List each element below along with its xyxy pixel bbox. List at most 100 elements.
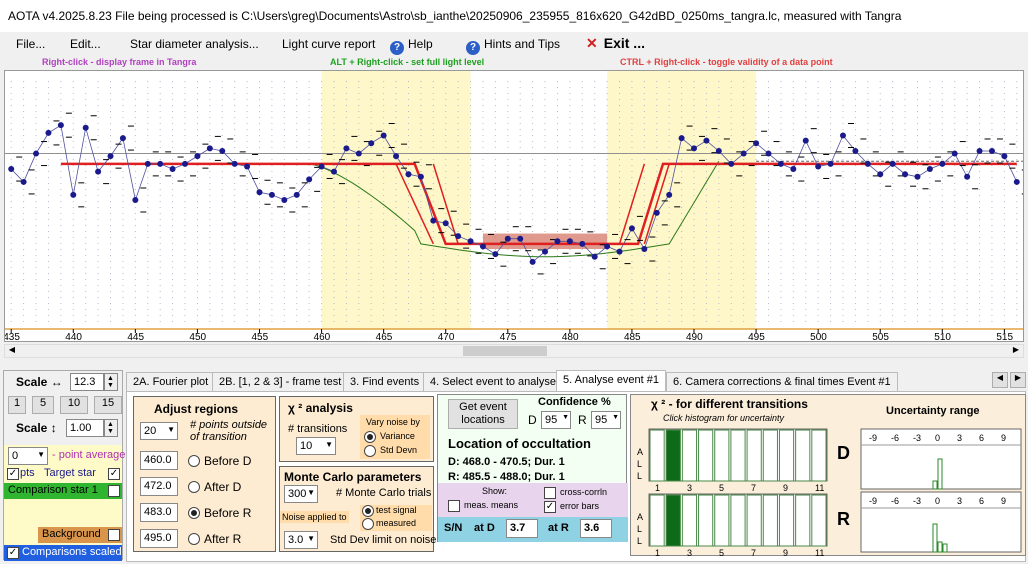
scale-15-button[interactable]: 15 (94, 396, 122, 414)
scroll-left-icon[interactable]: ◀ (8, 345, 16, 354)
after-r-input[interactable]: 495.0 (140, 529, 178, 548)
monte-carlo-trials-select[interactable]: 300 ▼ (284, 485, 318, 503)
d-bar (681, 429, 698, 482)
r-bar (698, 494, 714, 547)
scale-h-spinner[interactable]: ▲ ▼ (104, 373, 118, 391)
data-point (343, 145, 350, 152)
variance-radio[interactable] (364, 431, 376, 443)
pts-checkbox[interactable]: ✓ (7, 468, 19, 480)
menu-exit[interactable]: ✕ Exit ... (586, 35, 645, 52)
sn-at-r-label: at R (548, 522, 569, 534)
points-outside-select[interactable]: 20 ▼ (140, 422, 178, 440)
data-point (691, 145, 698, 152)
tab-scroll-right-icon[interactable]: ▶ (1010, 372, 1026, 388)
plot-scrollbar[interactable]: ◀ ▶ (4, 344, 1024, 358)
scale-v-spinner[interactable]: ▲ ▼ (104, 419, 118, 437)
r-tick: 9 (783, 548, 788, 557)
r-uncertainty-tick: -6 (891, 496, 899, 506)
uncertainty-r-label: R (837, 509, 850, 529)
after-d-radio[interactable] (188, 481, 200, 493)
tab-camera-corrections[interactable]: 6. Camera corrections & final times Even… (666, 372, 898, 392)
sn-label: S/N (444, 522, 463, 534)
background-checkbox[interactable] (108, 529, 120, 541)
data-point (455, 233, 462, 240)
tab-find-events[interactable]: 3. Find events (343, 372, 427, 392)
tab-scroll-left-icon[interactable]: ◀ (992, 372, 1008, 388)
menu-file[interactable]: File... (16, 37, 46, 51)
r-uncertainty-tick: 0 (935, 496, 940, 506)
monte-carlo-title: Monte Carlo parameters (284, 470, 422, 484)
left-panel: Scale ↔ 12.3 ▲ ▼ 1 5 10 15 Scale ↕ 1.00 ▲… (3, 370, 126, 561)
point-average-select[interactable]: 0 ▼ (8, 447, 48, 465)
series-area: 0 ▼ - point average ✓ pts Target star ✓ C… (4, 445, 126, 561)
transitions-panel: χ ² - for different transitions Click hi… (630, 394, 1027, 557)
target-star-checkbox[interactable]: ✓ (108, 468, 120, 480)
test-signal-radio[interactable] (362, 505, 374, 517)
std-devn-radio[interactable] (364, 445, 376, 457)
menu-light-curve-report[interactable]: Light curve report (282, 37, 376, 51)
data-point (107, 153, 114, 160)
scale-5-button[interactable]: 5 (32, 396, 54, 414)
measured-radio[interactable] (362, 518, 374, 530)
r-bar (714, 494, 730, 547)
before-d-radio[interactable] (188, 455, 200, 467)
meas-means-checkbox[interactable] (448, 500, 460, 512)
scale-v-input[interactable]: 1.00 (66, 419, 104, 437)
confidence-d-select[interactable]: 95 ▼ (541, 411, 571, 429)
data-point (852, 147, 859, 154)
d-uncertainty-tick: -9 (869, 433, 877, 443)
scale-1-button[interactable]: 1 (8, 396, 26, 414)
confidence-r-select[interactable]: 95 ▼ (591, 411, 621, 429)
d-bar (746, 429, 762, 482)
tab-analyse-event[interactable]: 5. Analyse event #1 (556, 370, 667, 392)
get-event-locations-button[interactable]: Get event locations (448, 399, 518, 429)
data-point (628, 225, 635, 232)
r-axis-letter: L (637, 536, 642, 546)
light-curve-plot[interactable]: 435 440 445 450 455 460 465 470 475 480 485 490 495 5… (3, 70, 1028, 343)
data-point (554, 238, 561, 245)
d-bar (762, 429, 778, 482)
tab-fourier-plot[interactable]: 2A. Fourier plot (126, 372, 216, 392)
scale-h-label: Scale ↔ (16, 375, 63, 389)
data-point (182, 160, 189, 167)
light-curve-svg[interactable]: 435 440 445 450 455 460 465 470 475 480 485 490 495 5… (3, 71, 1028, 343)
data-point (914, 173, 921, 180)
scroll-thumb[interactable] (463, 346, 547, 356)
menu-star-diameter[interactable]: Star diameter analysis... (130, 37, 259, 51)
before-r-radio[interactable] (188, 507, 200, 519)
after-d-input[interactable]: 472.0 (140, 477, 178, 496)
uncertainty-d-label: D (837, 443, 850, 463)
comparison-star-label: Comparison star 1 (8, 484, 98, 496)
chevron-down-icon: ▼ (37, 450, 45, 459)
data-point (839, 132, 846, 139)
point-average-label: - point average (52, 449, 126, 461)
data-point (70, 191, 77, 198)
tab-frame-test[interactable]: 2B. [1, 2 & 3] - frame test (212, 372, 349, 392)
transitions-select[interactable]: 10 ▼ (296, 437, 336, 455)
menu-bar: File... Edit... Star diameter analysis..… (0, 32, 1028, 56)
data-point (281, 197, 288, 203)
tab-select-event[interactable]: 4. Select event to analyse (423, 372, 563, 392)
shaded-region (321, 71, 471, 329)
chevron-down-icon: ▼ (325, 440, 333, 449)
scale-h-input[interactable]: 12.3 (70, 373, 104, 391)
error-bars-checkbox[interactable]: ✓ (544, 501, 556, 513)
comparisons-scaled-checkbox[interactable]: ✓ (7, 547, 19, 559)
after-r-radio[interactable] (188, 533, 200, 545)
cross-corrln-checkbox[interactable] (544, 487, 556, 499)
d-bar (795, 429, 811, 482)
r-bar (746, 494, 762, 547)
comparison-star-checkbox[interactable] (108, 485, 120, 497)
scale-10-button[interactable]: 10 (60, 396, 88, 414)
before-d-input[interactable]: 460.0 (140, 451, 178, 470)
scroll-right-icon[interactable]: ▶ (1012, 345, 1020, 354)
menu-edit[interactable]: Edit... (70, 37, 101, 51)
std-dev-limit-select[interactable]: 3.0 ▼ (284, 531, 318, 549)
menu-hints[interactable]: ? Hints and Tips (466, 37, 560, 55)
hint-bar: Right-click - display frame in Tangra AL… (0, 56, 1028, 70)
points-outside-label: # points outside of transition (190, 419, 268, 443)
menu-help[interactable]: ? Help (390, 37, 433, 55)
before-r-input[interactable]: 483.0 (140, 503, 178, 522)
show-label: Show: (482, 486, 508, 496)
